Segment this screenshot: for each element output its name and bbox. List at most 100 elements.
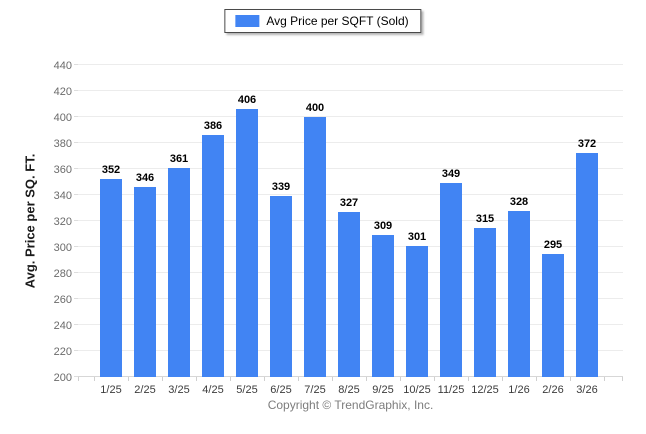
bar-1/25 (100, 179, 122, 377)
bar-7/25 (304, 117, 326, 377)
value-label-3/25: 361 (169, 152, 189, 165)
bar-slot-2/26: 295 2/26 (536, 65, 570, 396)
value-label-6/25: 339 (271, 181, 291, 194)
bar-slot-6/25: 339 6/25 (264, 65, 298, 396)
bar-slot-10/25: 301 10/25 (400, 65, 434, 396)
y-axis-tick (74, 194, 78, 195)
x-axis-tick (434, 377, 435, 381)
x-axis-tick (536, 377, 537, 381)
y-axis-label-240: 240 (53, 319, 72, 332)
x-axis-label-3-26: 3/26 (576, 384, 598, 396)
x-axis-label-2-25: 2/25 (134, 384, 156, 396)
plot-area: 200 220 240 260 280 300 320 340 360 380 400 420 440 3… (54, 60, 623, 397)
value-label-10/25: 301 (407, 230, 427, 243)
x-axis-label-12-25: 12/25 (471, 384, 499, 396)
y-axis-label-420: 420 (53, 85, 72, 98)
y-axis-tick (74, 142, 78, 143)
value-label-5/25: 406 (237, 94, 257, 107)
x-axis-tick (332, 377, 333, 381)
bar-slot-7/25: 400 7/25 (298, 65, 332, 396)
x-axis-label-9-25: 9/25 (372, 384, 394, 396)
y-axis-label-300: 300 (53, 241, 72, 254)
y-axis-label-340: 340 (53, 189, 72, 202)
x-axis-tick (502, 377, 503, 381)
bar-8/25 (338, 211, 360, 377)
y-axis-tick (74, 376, 78, 377)
bar-2/25 (134, 187, 156, 377)
gridline-420 (78, 90, 623, 91)
gridline-400 (78, 116, 623, 117)
x-axis-tick (604, 377, 605, 381)
y-axis-label-380: 380 (53, 137, 72, 150)
bar-12/25 (474, 227, 496, 377)
x-axis-tick (264, 377, 265, 381)
y-axis-label-260: 260 (53, 293, 72, 306)
value-label-1/26: 328 (509, 195, 529, 208)
bar-6/25 (270, 196, 292, 377)
x-axis-label-2-26: 2/26 (542, 384, 564, 396)
copyright-text: Copyright © TrendGraphix, Inc. (267, 398, 434, 412)
chart-legend: Avg Price per SQFT (Sold) (224, 9, 422, 33)
gridline-340 (78, 194, 623, 195)
y-axis-label-360: 360 (53, 163, 72, 176)
x-axis-tick (230, 377, 231, 381)
y-axis-label-220: 220 (53, 345, 72, 358)
gridline-380 (78, 142, 623, 143)
value-label-3/26: 372 (577, 138, 597, 151)
y-axis-label-440: 440 (53, 59, 72, 72)
gridline-360 (78, 168, 623, 169)
bar-slot-3/26: 372 3/26 (570, 65, 604, 396)
y-axis-tick (74, 168, 78, 169)
y-axis-label-400: 400 (53, 111, 72, 124)
x-axis-label-1-25: 1/25 (100, 384, 122, 396)
y-axis-label-200: 200 (53, 371, 72, 384)
x-axis-tick (128, 377, 129, 381)
x-axis-tick (468, 377, 469, 381)
bar-4/25 (202, 135, 224, 377)
x-axis-label-5-25: 5/25 (236, 384, 258, 396)
x-axis-label-4-25: 4/25 (202, 384, 224, 396)
legend-label: Avg Price per SQFT (Sold) (266, 14, 409, 28)
x-axis-tick (400, 377, 401, 381)
legend-swatch-icon (235, 15, 260, 27)
value-label-8/25: 327 (339, 196, 359, 209)
value-label-9/25: 309 (373, 220, 393, 233)
x-axis-tick (570, 377, 571, 381)
plot-edge-tick (78, 377, 79, 381)
x-axis-label-3-25: 3/25 (168, 384, 190, 396)
gridline-440 (78, 64, 623, 65)
value-label-1/25: 352 (101, 164, 121, 177)
bar-10/25 (406, 245, 428, 377)
x-axis-label-6-25: 6/25 (270, 384, 292, 396)
plot-edge-tick (622, 377, 623, 381)
bar-3/26 (576, 153, 598, 377)
bar-2/26 (542, 253, 564, 377)
y-axis-tick (74, 272, 78, 273)
x-axis-label-1-26: 1/26 (508, 384, 530, 396)
x-axis-tick (94, 377, 95, 381)
x-axis-tick (196, 377, 197, 381)
bar-slot-1/26: 328 1/26 (502, 65, 536, 396)
x-axis-label-11-25: 11/25 (437, 384, 465, 396)
x-axis-label-7-25: 7/25 (304, 384, 326, 396)
bar-9/25 (372, 235, 394, 377)
bar-slot-3/25: 361 3/25 (162, 65, 196, 396)
y-axis-tick (74, 90, 78, 91)
bars-container: 352 1/25 346 2/25 361 3/25 386 4/25 406 5/25 339 6/… (94, 65, 605, 397)
value-label-2/25: 346 (135, 172, 155, 185)
value-label-4/25: 386 (203, 120, 223, 133)
x-axis-tick (298, 377, 299, 381)
bar-slot-12/25: 315 12/25 (468, 65, 502, 397)
bar-5/25 (236, 109, 258, 377)
value-label-11/25: 349 (441, 168, 461, 181)
bar-3/25 (168, 167, 190, 377)
y-axis-label-320: 320 (53, 215, 72, 228)
x-axis-tick (162, 377, 163, 381)
y-axis-tick (74, 324, 78, 325)
x-axis-tick (366, 377, 367, 381)
x-axis-label-8-25: 8/25 (338, 384, 360, 396)
bar-slot-2/25: 346 2/25 (128, 65, 162, 396)
bar-slot-9/25: 309 9/25 (366, 65, 400, 396)
y-axis-tick (74, 298, 78, 299)
